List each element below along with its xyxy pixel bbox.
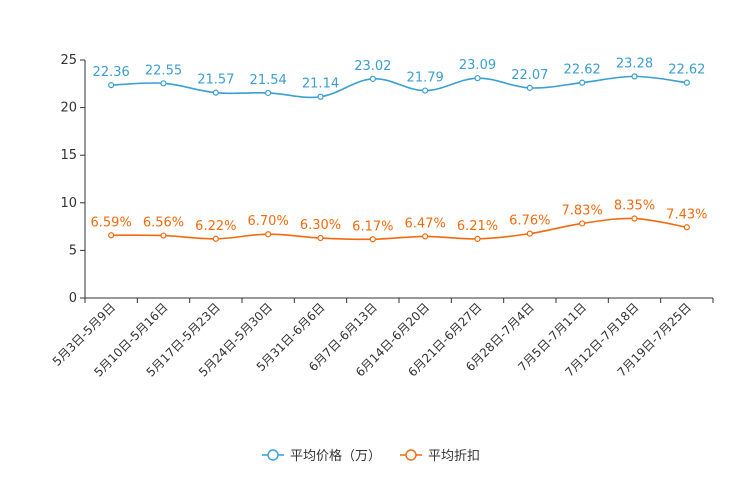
data-point bbox=[422, 233, 429, 240]
data-label: 6.30% bbox=[300, 218, 341, 233]
data-label: 7.83% bbox=[562, 203, 603, 218]
legend-label: 平均折扣 bbox=[428, 449, 480, 464]
legend-label: 平均价格（万） bbox=[290, 448, 381, 464]
data-point bbox=[369, 236, 376, 243]
y-tick-label: 15 bbox=[60, 148, 77, 163]
data-label: 22.55 bbox=[145, 63, 182, 78]
data-label: 22.62 bbox=[564, 63, 601, 78]
data-point bbox=[108, 232, 115, 239]
data-point bbox=[526, 84, 533, 91]
data-label: 21.79 bbox=[407, 71, 444, 86]
data-point bbox=[474, 235, 481, 242]
legend-marker bbox=[405, 449, 417, 461]
y-tick-label: 0 bbox=[69, 291, 77, 306]
data-label: 6.17% bbox=[352, 219, 393, 234]
data-point bbox=[579, 79, 586, 86]
data-label: 22.36 bbox=[93, 65, 130, 80]
data-point bbox=[212, 89, 219, 96]
data-label: 8.35% bbox=[614, 199, 655, 214]
data-label: 23.28 bbox=[616, 56, 653, 71]
legend[interactable]: 平均价格（万） 平均折扣 bbox=[262, 448, 480, 464]
data-label: 22.62 bbox=[668, 63, 705, 78]
data-point bbox=[579, 220, 586, 227]
data-point bbox=[265, 231, 272, 238]
data-label: 7.43% bbox=[666, 207, 707, 222]
data-point bbox=[631, 215, 638, 222]
series-line bbox=[111, 217, 687, 241]
data-point bbox=[160, 232, 167, 239]
data-point bbox=[317, 234, 324, 242]
data-label: 21.57 bbox=[197, 73, 234, 88]
legend-marker bbox=[267, 449, 279, 461]
y-tick-label: 10 bbox=[60, 196, 77, 211]
data-label: 6.76% bbox=[509, 214, 550, 229]
data-label: 6.47% bbox=[405, 216, 446, 231]
series-layer: 22.36 22.55 21.57 21.54 21.14 23.02 21.79 23.09… bbox=[91, 56, 707, 243]
data-point bbox=[317, 93, 324, 100]
series-avg-price: 22.36 22.55 21.57 21.54 21.14 23.02 21.79 23.09… bbox=[93, 56, 705, 100]
data-point bbox=[265, 89, 272, 97]
data-label: 21.54 bbox=[250, 73, 287, 88]
data-label: 6.56% bbox=[143, 216, 184, 231]
data-point bbox=[631, 73, 638, 80]
y-tick-label: 5 bbox=[69, 243, 77, 258]
data-label: 23.09 bbox=[459, 58, 496, 73]
data-point bbox=[212, 235, 219, 242]
data-label: 6.70% bbox=[248, 214, 289, 229]
data-label: 6.21% bbox=[457, 219, 498, 234]
data-label: 6.22% bbox=[195, 219, 236, 234]
data-point bbox=[474, 75, 481, 82]
data-point bbox=[160, 80, 167, 87]
data-point bbox=[683, 79, 690, 86]
series-line bbox=[111, 75, 687, 99]
y-tick-label: 25 bbox=[60, 53, 77, 68]
data-point bbox=[526, 230, 533, 237]
y-tick-label: 20 bbox=[60, 101, 77, 116]
data-point bbox=[422, 87, 429, 94]
legend-item-avg-discount[interactable]: 平均折扣 bbox=[400, 449, 480, 464]
data-label: 6.59% bbox=[91, 215, 132, 230]
series-avg-discount: 6.59% 6.56% 6.22% 6.70% 6.30% 6.17% 6.47% 6.21%… bbox=[91, 199, 707, 243]
data-point bbox=[369, 75, 376, 82]
data-label: 22.07 bbox=[511, 68, 548, 83]
data-label: 21.14 bbox=[302, 77, 339, 92]
legend-item-avg-price[interactable]: 平均价格（万） bbox=[262, 448, 381, 464]
data-point bbox=[108, 82, 115, 89]
data-point bbox=[683, 224, 690, 231]
data-label: 23.02 bbox=[354, 59, 391, 74]
